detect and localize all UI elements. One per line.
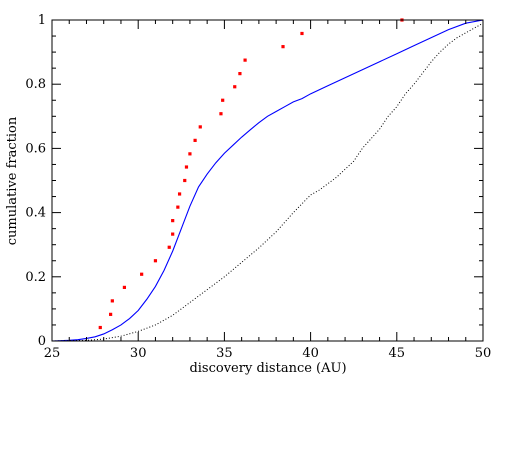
data-point <box>183 178 187 183</box>
y-tick-label: 0.2 <box>25 270 46 285</box>
x-tick-label: 25 <box>44 346 61 361</box>
data-point <box>300 31 304 36</box>
plot-area <box>51 18 484 342</box>
data-point <box>184 165 189 169</box>
data-point <box>98 325 102 330</box>
data-point <box>140 272 144 276</box>
data-point <box>177 192 182 196</box>
y-tick-label: 0 <box>38 334 46 349</box>
data-point <box>281 45 285 49</box>
data-point <box>233 85 237 89</box>
data-point <box>171 232 175 236</box>
data-point <box>238 72 242 76</box>
data-point <box>193 138 197 142</box>
y-axis-label: cumulative fraction <box>5 116 20 245</box>
dotted-cdf-line <box>51 22 484 342</box>
x-tick-label: 40 <box>302 346 319 361</box>
data-point <box>153 259 158 263</box>
data-point <box>188 152 192 156</box>
data-point <box>219 112 223 116</box>
x-tick-label: 50 <box>475 346 492 361</box>
plot-frame <box>51 19 484 342</box>
data-point <box>221 98 225 102</box>
data-point <box>176 205 180 209</box>
data-point <box>243 58 247 62</box>
solid-cdf-line <box>51 19 484 342</box>
data-point <box>122 285 127 289</box>
data-point <box>110 299 114 303</box>
x-axis-label: discovery distance (AU) <box>189 361 346 376</box>
y-tick-label: 0.4 <box>25 206 46 221</box>
data-point <box>171 219 175 223</box>
data-point <box>167 245 171 249</box>
y-tick-label: 1 <box>38 13 46 28</box>
x-tick-label: 35 <box>216 346 233 361</box>
axes: 25 30 35 40 45 50 0 0.2 0.4 0.6 0.8 1 <box>25 13 491 361</box>
x-tick-label: 45 <box>389 346 406 361</box>
x-tick-label: 30 <box>130 346 147 361</box>
y-tick-label: 0.6 <box>25 141 46 156</box>
y-tick-label: 0.8 <box>25 77 46 92</box>
data-point <box>109 312 113 316</box>
data-point <box>198 125 202 129</box>
